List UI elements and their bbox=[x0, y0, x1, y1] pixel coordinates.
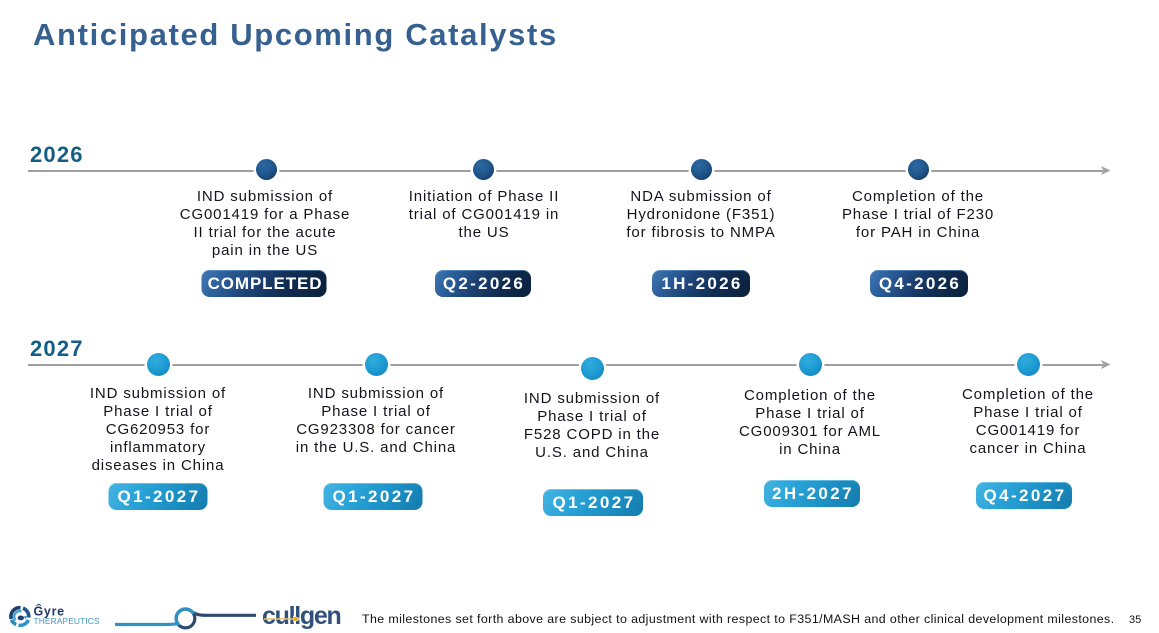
svg-text:Gyre: Gyre bbox=[34, 604, 65, 618]
svg-text:THERAPEUTICS: THERAPEUTICS bbox=[34, 616, 100, 626]
